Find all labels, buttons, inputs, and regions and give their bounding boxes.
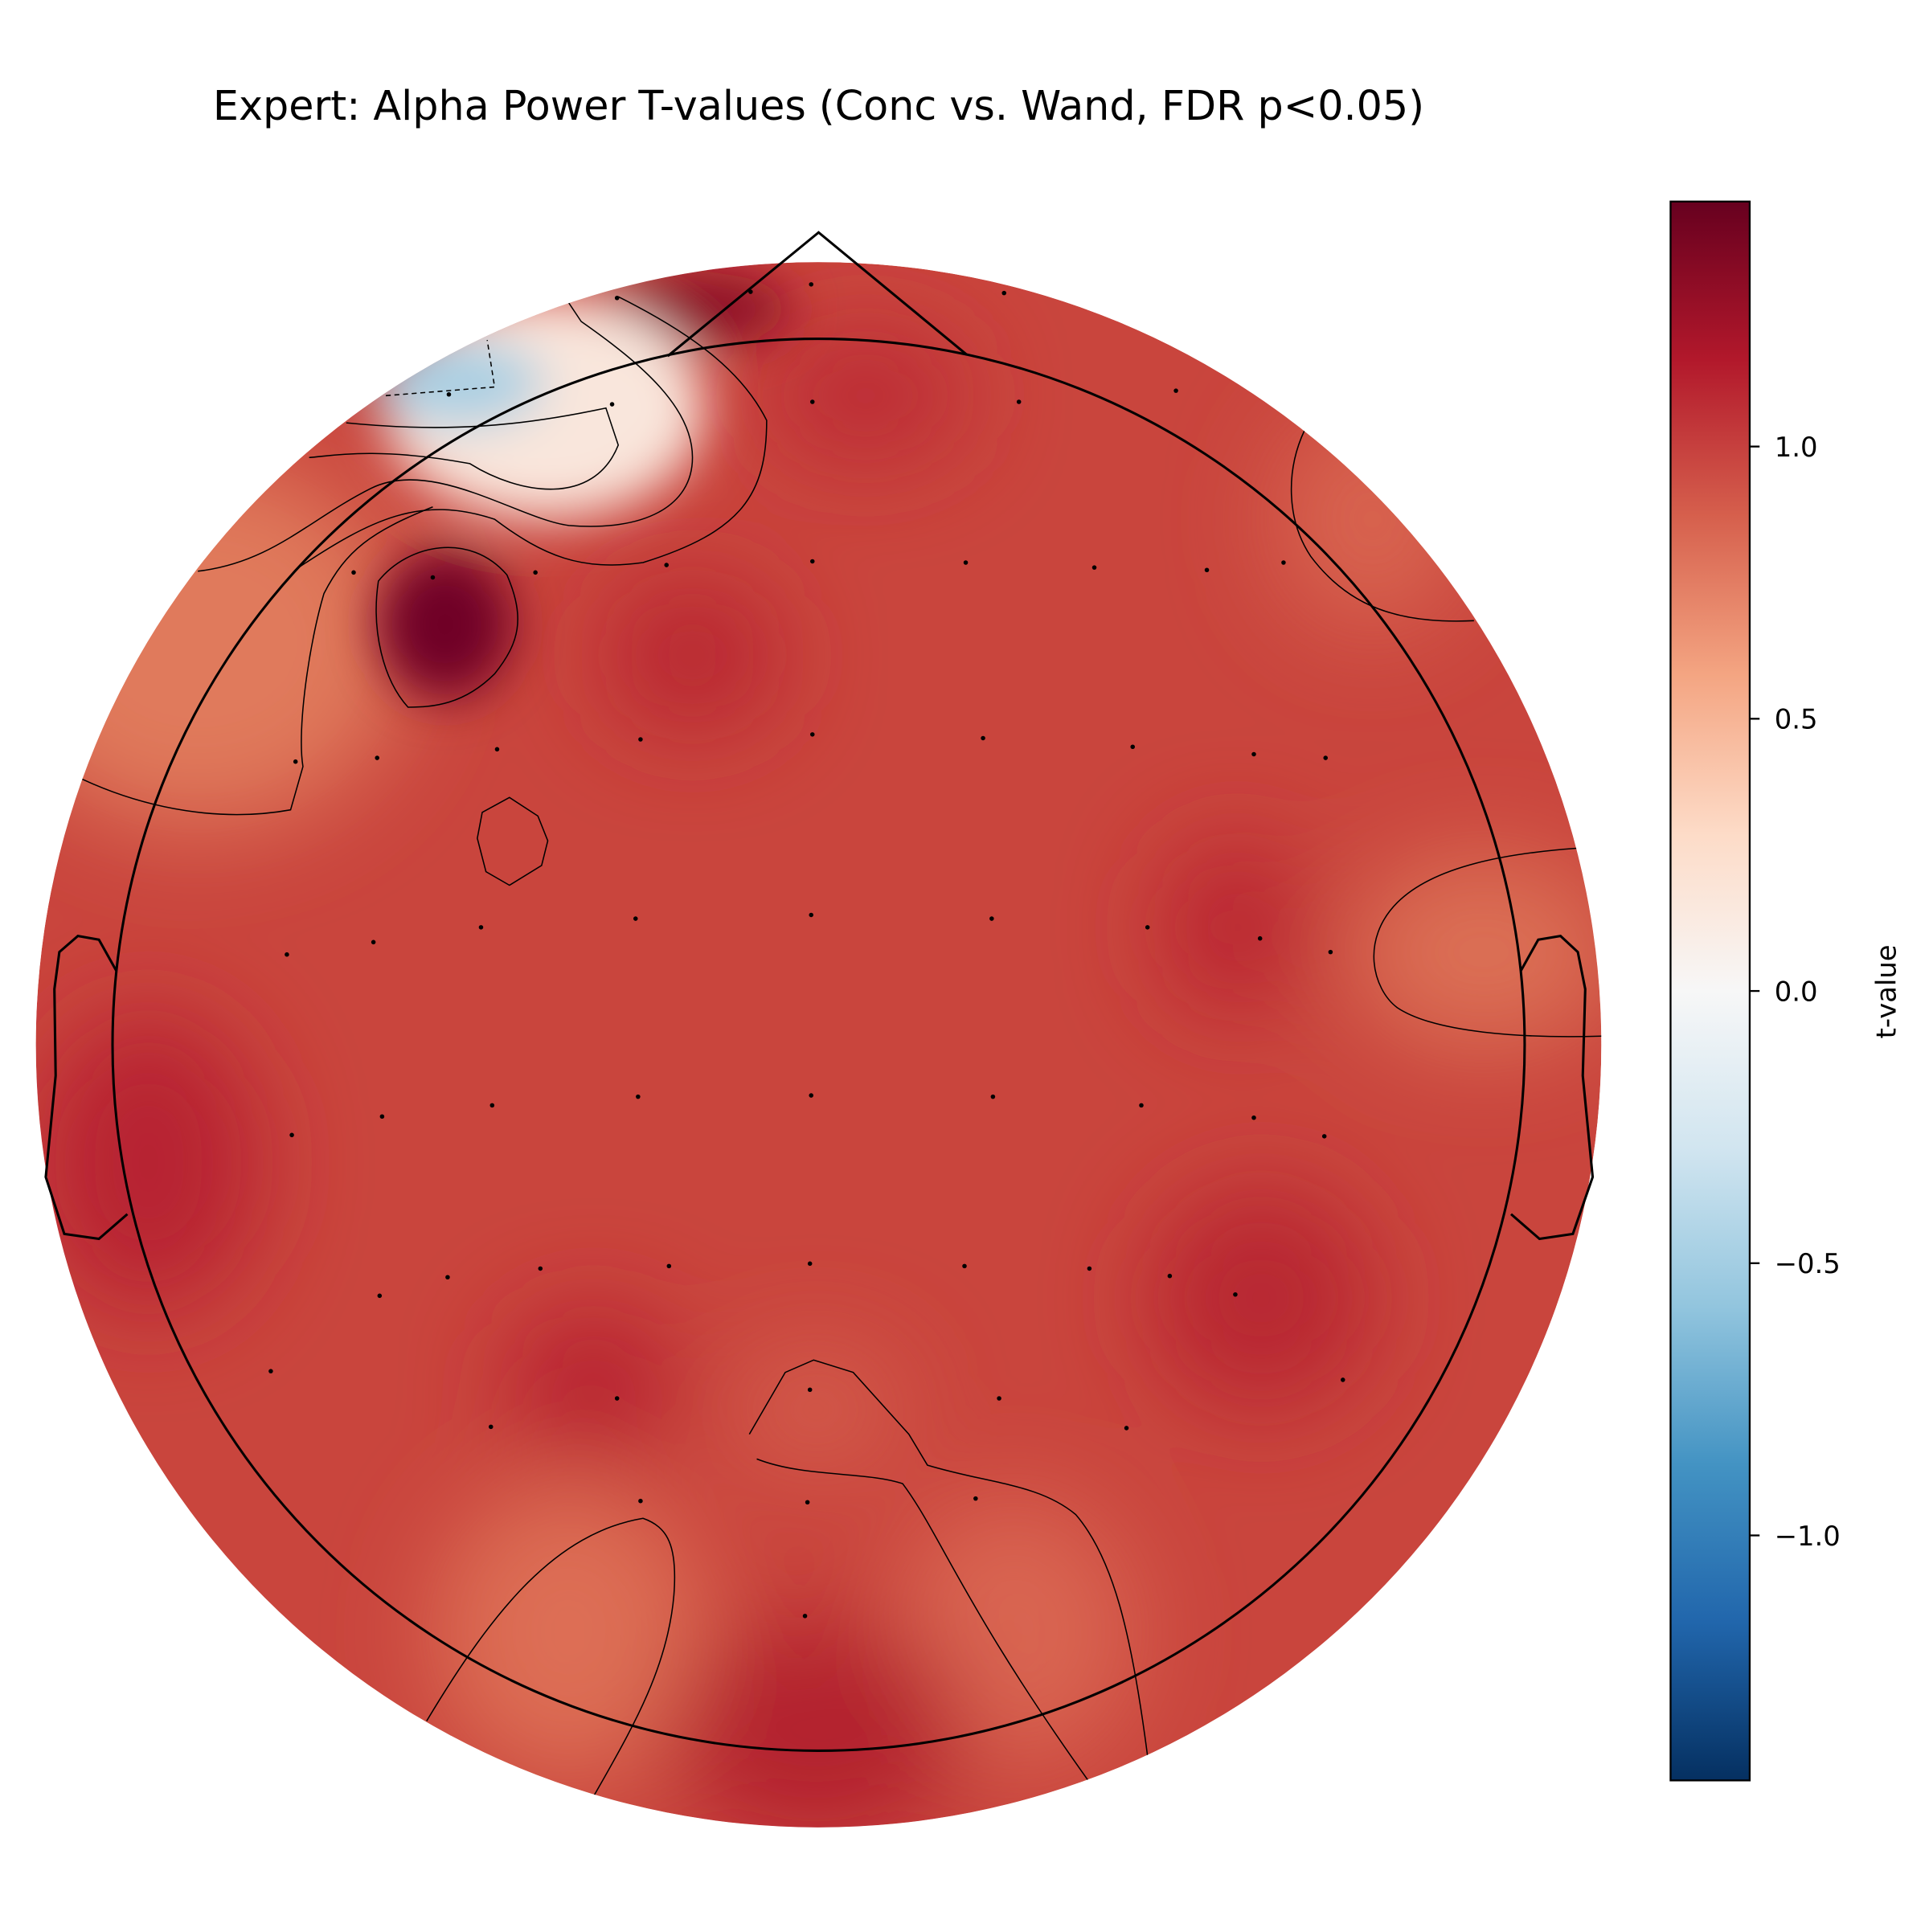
sensor: [1323, 755, 1328, 760]
topomap: [35, 262, 1602, 1828]
contours: [81, 296, 1602, 1797]
sensor: [666, 1263, 672, 1269]
sensor: [962, 1263, 967, 1269]
sensor: [1328, 949, 1333, 955]
sensor: [285, 952, 289, 957]
sensor: [809, 912, 813, 918]
sensor: [289, 1132, 294, 1138]
sensor: [268, 1369, 273, 1373]
colorbar-tick-label: −1.0: [1775, 1521, 1841, 1552]
sensor: [638, 1498, 643, 1504]
sensor: [351, 570, 356, 575]
sensor: [1173, 388, 1178, 393]
sensor: [981, 735, 985, 741]
colorbar-tick-label: 0.0: [1775, 976, 1818, 1007]
sensor: [963, 560, 969, 565]
sensor: [430, 575, 436, 580]
sensor: [1251, 751, 1256, 757]
sensor: [664, 563, 669, 567]
sensor: [1321, 1134, 1327, 1139]
colorbar: [1669, 200, 1751, 1782]
sensor: [810, 559, 815, 564]
sensor: [489, 1424, 494, 1430]
sensor: [636, 1094, 641, 1099]
sensor: [810, 732, 815, 737]
sensor: [1091, 565, 1097, 570]
sensor: [1139, 1103, 1144, 1108]
sensor: [533, 570, 538, 575]
sensor: [1124, 1426, 1129, 1431]
sensor: [1001, 290, 1006, 296]
sensor: [377, 1293, 383, 1299]
sensor: [445, 1275, 450, 1279]
sensor: [1257, 935, 1263, 941]
sensor: [809, 1093, 813, 1098]
colorbar-label: t-value: [1870, 944, 1902, 1038]
sensor: [990, 1094, 996, 1099]
sensor: [609, 402, 615, 407]
sensor: [375, 755, 380, 760]
sensor: [802, 1613, 808, 1619]
sensor: [997, 1396, 1001, 1401]
sensor: [1251, 1115, 1256, 1120]
sensors: [268, 282, 1345, 1619]
sensor: [293, 759, 298, 764]
map-extremes: [371, 272, 792, 699]
sensor: [379, 1114, 385, 1119]
sensor: [1016, 399, 1022, 404]
sensor: [538, 1266, 543, 1271]
sensor: [807, 1261, 813, 1267]
sensor: [614, 296, 620, 301]
chart-title: Expert: Alpha Power T-values (Conc vs. W…: [213, 82, 1424, 129]
sensor: [1340, 1377, 1345, 1382]
sensor: [633, 916, 638, 921]
sensor: [1167, 1273, 1173, 1279]
sensor: [810, 399, 815, 404]
sensor: [478, 925, 484, 930]
head-outline: [44, 231, 1595, 1752]
sensor: [614, 1396, 620, 1401]
sensor: [1204, 567, 1210, 572]
sensor: [989, 916, 994, 921]
sensor: [446, 392, 452, 397]
colorbar-tick-label: −0.5: [1775, 1248, 1841, 1279]
colorbar-tick-label: 0.5: [1775, 704, 1818, 735]
sensor: [809, 282, 813, 287]
sensor: [494, 747, 500, 752]
sensor: [371, 939, 376, 945]
sensor: [1281, 560, 1286, 565]
sensor: [489, 1103, 495, 1108]
sensor: [1145, 925, 1150, 930]
sensor: [805, 1500, 810, 1504]
sensor: [1130, 744, 1135, 749]
sensor: [1233, 1291, 1238, 1297]
sensor: [638, 737, 643, 742]
sensor: [1087, 1266, 1092, 1271]
sensor: [807, 1387, 813, 1392]
colorbar-tick-label: 1.0: [1775, 432, 1818, 463]
sensor: [973, 1496, 978, 1501]
